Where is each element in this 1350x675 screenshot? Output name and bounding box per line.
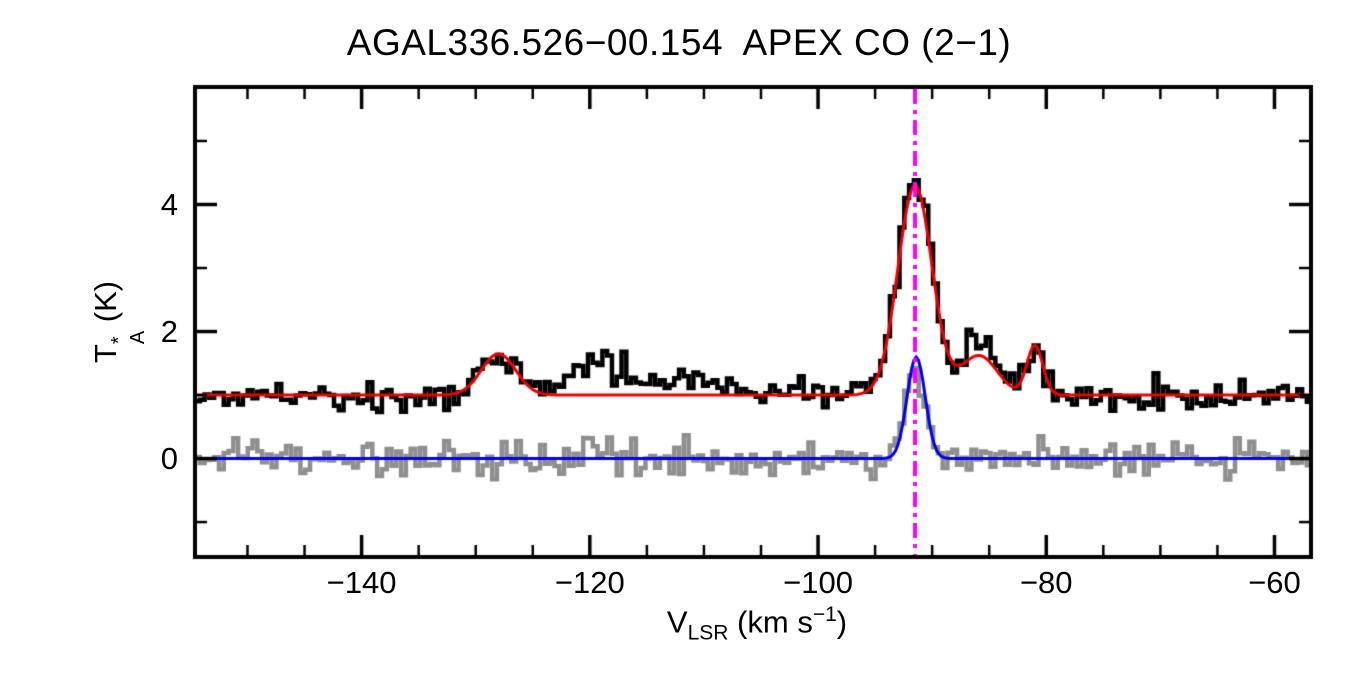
x-axis-label: VLSR (km s−1) [667, 603, 847, 646]
x-tick-label: −80 [1019, 565, 1073, 600]
x-axis-label-subscript: LSR [687, 621, 729, 645]
x-tick-label: −100 [783, 565, 853, 600]
x-axis-label-exponent: −1 [812, 603, 837, 626]
chart-title: AGAL336.526−00.154 APEX CO (2−1) [346, 22, 1012, 63]
x-tick-label: −140 [326, 565, 397, 600]
y-axis-label-supsub: * A [108, 330, 149, 345]
y-axis-label: T * A (K) [88, 280, 149, 364]
y-axis-label-unit: (K) [88, 280, 123, 331]
y-axis-label-subscript: A [127, 330, 149, 345]
x-axis-label-unit-close: ) [836, 604, 848, 640]
x-axis-label-symbol: V [666, 604, 688, 640]
x-tick-label: −120 [554, 565, 625, 600]
y-axis-label-symbol: T [88, 344, 123, 364]
y-tick-label: 4 [160, 186, 178, 222]
x-tick-label: −60 [1248, 565, 1301, 600]
y-tick-label: 0 [160, 440, 178, 476]
y-tick-label: 2 [160, 313, 178, 349]
x-axis-label-unit-open: (km s [728, 604, 813, 640]
